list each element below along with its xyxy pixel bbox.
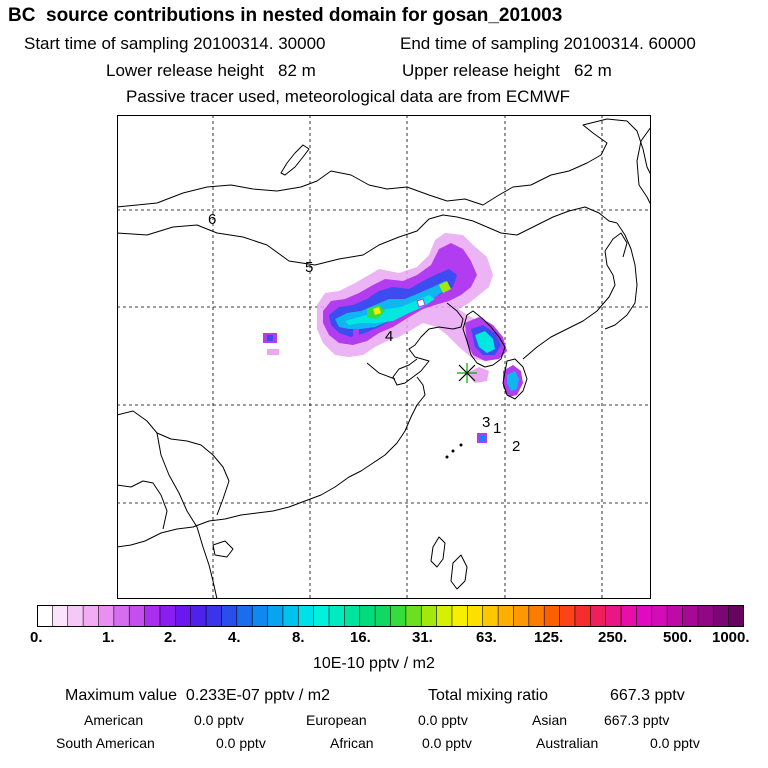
region-african-label: African	[330, 735, 374, 751]
color-scale-cell	[451, 605, 468, 627]
color-scale-cell	[697, 605, 714, 627]
color-scale-cell	[129, 605, 146, 627]
color-scale-cell	[329, 605, 345, 627]
region-australian-value: 0.0 pptv	[650, 735, 700, 751]
color-scale-cell	[621, 605, 637, 627]
cb-tick-6: 31.	[412, 629, 433, 646]
color-scale-cell	[513, 605, 530, 627]
region-australian-label: Australian	[536, 735, 599, 751]
color-scale-cell	[282, 605, 299, 627]
point-label-5: 5	[305, 259, 313, 276]
lower-release-height: Lower release height 82 m	[106, 61, 316, 80]
color-scale-bar	[37, 605, 744, 627]
color-scale-cell	[498, 605, 514, 627]
end-time: End time of sampling 20100314. 60000	[400, 34, 696, 53]
point-label-3: 3	[482, 414, 490, 431]
cb-tick-2: 2.	[164, 629, 177, 646]
figure-title: BC source contributions in nested domain…	[8, 5, 563, 26]
region-asian-label: Asian	[532, 712, 568, 728]
start-time: Start time of sampling 20100314. 30000	[24, 34, 326, 53]
cb-tick-1: 1.	[102, 629, 115, 646]
cb-tick-9: 250.	[598, 629, 628, 646]
cb-tick-4: 8.	[292, 629, 305, 646]
region-european-label: European	[306, 712, 367, 728]
upper-release-height: Upper release height 62 m	[402, 61, 612, 80]
color-scale-cell	[67, 605, 84, 627]
coastlines	[117, 118, 651, 599]
color-scale-cell	[528, 605, 545, 627]
total-mixing-ratio-value: 667.3 pptv	[610, 687, 685, 704]
region-asian-value: 667.3 pptv	[604, 712, 670, 728]
point-label-1: 1	[493, 420, 501, 437]
total-mixing-ratio-label: Total mixing ratio	[428, 687, 549, 704]
receptor-star	[457, 363, 477, 383]
color-scale-cells	[37, 605, 744, 627]
color-scale-cell	[83, 605, 99, 627]
color-scale-cell	[113, 605, 130, 627]
color-scale-cell	[405, 605, 422, 627]
color-scale-ticks: 0. 1. 2. 4. 8. 16. 31. 63. 125. 250. 500…	[0, 630, 768, 650]
cb-tick-11: 1000.	[712, 629, 750, 646]
color-scale-cell	[436, 605, 453, 627]
cb-tick-5: 16.	[350, 629, 371, 646]
color-scale-cell	[682, 605, 699, 627]
color-scale-cell	[605, 605, 622, 627]
color-scale-cell	[544, 605, 561, 627]
cb-tick-7: 63.	[476, 629, 497, 646]
color-scale-cell	[144, 605, 161, 627]
color-scale-cell	[667, 605, 684, 627]
color-scale-cell	[206, 605, 222, 627]
color-scale-cell	[159, 605, 176, 627]
color-scale-cell	[221, 605, 238, 627]
tracer-note: Passive tracer used, meteorological data…	[126, 87, 571, 106]
region-african-value: 0.0 pptv	[422, 735, 472, 751]
color-scale-cell	[344, 605, 361, 627]
color-scale-cell	[728, 605, 744, 627]
color-scale-cell	[375, 605, 391, 627]
color-scale-cell	[467, 605, 484, 627]
point-label-4: 4	[385, 328, 393, 345]
point-label-6: 6	[208, 211, 216, 228]
cb-tick-10: 500.	[663, 629, 693, 646]
color-scale-cell	[482, 605, 499, 627]
region-european-value: 0.0 pptv	[418, 712, 468, 728]
color-scale-frame	[37, 605, 744, 627]
color-scale-cell	[236, 605, 253, 627]
region-american-label: American	[84, 712, 144, 728]
source-contribution-map: 6 5 4 3 1 2	[117, 115, 651, 599]
color-scale-cell	[713, 605, 730, 627]
cb-tick-3: 4.	[228, 629, 241, 646]
color-scale-cell	[298, 605, 315, 627]
color-scale-cell	[421, 605, 438, 627]
map-frame	[117, 115, 651, 599]
color-scale-cell	[359, 605, 376, 627]
color-scale-cell	[390, 605, 407, 627]
color-scale-cell	[52, 605, 69, 627]
region-south-american-value: 0.0 pptv	[216, 735, 266, 751]
color-scale-cell	[559, 605, 576, 627]
colorbar-units: 10E-10 pptv / m2	[313, 655, 435, 672]
color-scale-cell	[252, 605, 269, 627]
region-south-american-label: South American	[56, 735, 155, 751]
color-scale-cell	[313, 605, 330, 627]
cb-tick-0: 0.	[30, 629, 43, 646]
color-scale-cell	[175, 605, 192, 627]
color-scale-cell	[651, 605, 668, 627]
color-scale-cell	[636, 605, 653, 627]
point-label-2: 2	[512, 438, 520, 455]
region-american-value: 0.0 pptv	[194, 712, 244, 728]
color-scale-cell	[267, 605, 284, 627]
maximum-value: Maximum value 0.233E-07 pptv / m2	[65, 687, 331, 704]
color-scale-cell	[590, 605, 607, 627]
cb-tick-8: 125.	[534, 629, 564, 646]
color-scale-cell	[190, 605, 207, 627]
color-scale-cell	[37, 605, 53, 627]
color-scale-cell	[98, 605, 115, 627]
color-scale-cell	[574, 605, 591, 627]
